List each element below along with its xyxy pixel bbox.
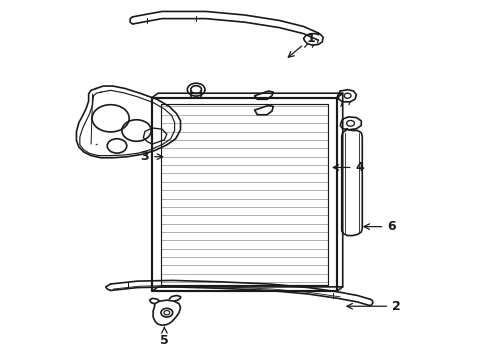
Text: 6: 6 bbox=[364, 220, 396, 233]
Text: 2: 2 bbox=[347, 300, 401, 313]
Text: 3: 3 bbox=[141, 150, 163, 163]
Text: 4: 4 bbox=[333, 161, 364, 174]
Text: 5: 5 bbox=[160, 328, 169, 347]
Text: 1: 1 bbox=[288, 32, 316, 57]
